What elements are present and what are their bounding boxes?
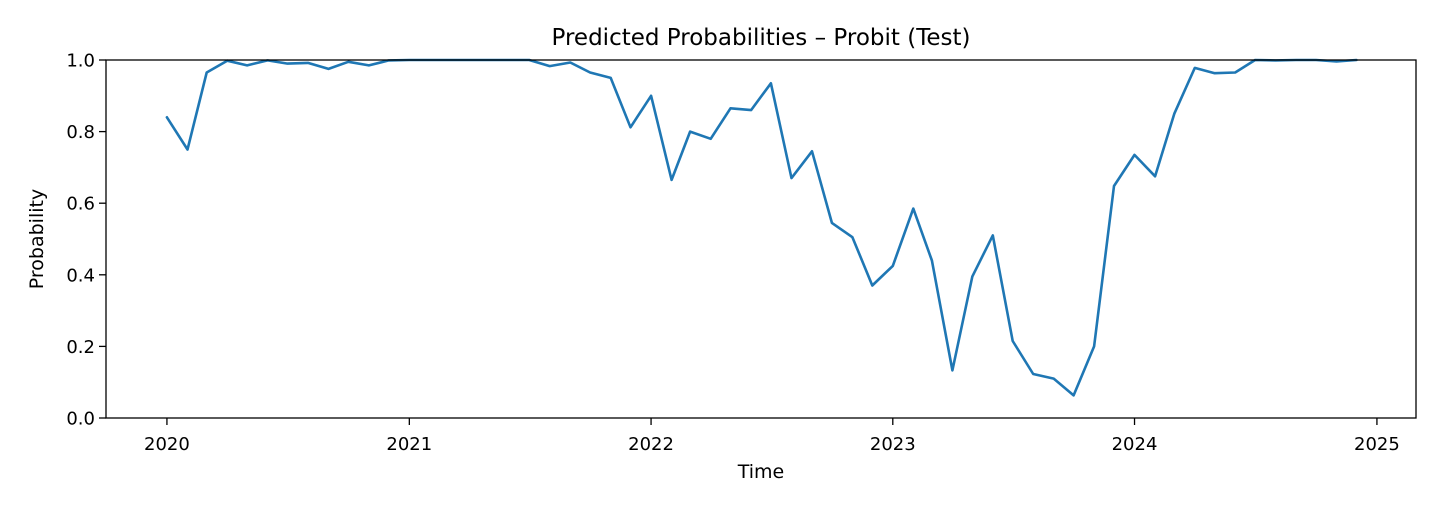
x-axis: 2020 2021 2022 2023 2024 2025 — [144, 418, 1400, 455]
x-tick-label: 2021 — [386, 434, 432, 455]
x-tick-label: 2022 — [628, 434, 674, 455]
y-tick-label: 0.8 — [66, 122, 95, 143]
series-line — [165, 58, 1358, 397]
chart-title: Predicted Probabilities – Probit (Test) — [552, 25, 971, 51]
plot-area — [165, 58, 1358, 397]
x-tick-label: 2020 — [144, 434, 190, 455]
x-tick-label: 2025 — [1354, 434, 1400, 455]
x-tick-label: 2023 — [870, 434, 916, 455]
plot-frame — [105, 59, 1417, 419]
y-tick-label: 0.6 — [66, 194, 95, 215]
y-axis-label: Probability — [26, 189, 48, 289]
y-tick-label: 0.2 — [66, 337, 95, 358]
y-axis: 0.0 0.2 0.4 0.6 0.8 1.0 — [66, 51, 106, 430]
y-tick-label: 0.0 — [66, 409, 95, 430]
x-axis-label: Time — [737, 461, 785, 483]
y-tick-label: 0.4 — [66, 265, 95, 286]
x-tick-label: 2024 — [1112, 434, 1158, 455]
y-tick-label: 1.0 — [66, 51, 95, 72]
